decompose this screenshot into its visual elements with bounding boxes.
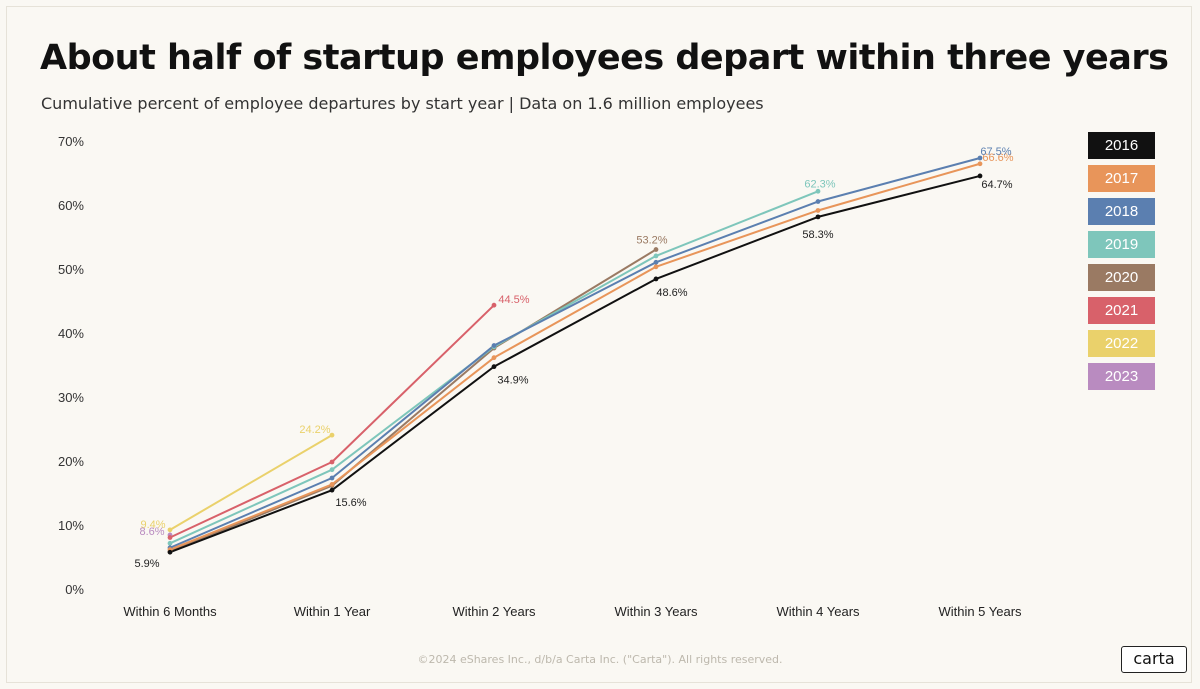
data-label-2017: 66.6% (982, 152, 1013, 164)
chart-frame (6, 6, 1192, 683)
data-point-2019 (167, 540, 173, 546)
data-label-2016: 64.7% (981, 179, 1012, 191)
data-point-2022 (167, 527, 173, 533)
data-point-2017 (329, 482, 335, 487)
data-label-2023: 8.6% (139, 526, 164, 538)
y-tick-label: 50% (58, 262, 84, 277)
data-label-2016: 34.9% (497, 375, 528, 387)
data-label-2022: 24.2% (299, 424, 330, 436)
y-tick-label: 10% (58, 518, 84, 533)
data-point-2018 (329, 475, 335, 481)
x-tick-label: Within 3 Years (614, 604, 698, 619)
x-tick-label: Within 1 Year (294, 604, 371, 619)
data-point-2019 (653, 253, 659, 259)
chart-legend: 2016 2017 2018 2019 2020 2021 2022 2023 (1088, 132, 1155, 396)
y-axis: 0% 10% 20% 30% 40% 50% 60% 70% (58, 134, 84, 597)
data-point-2016 (653, 276, 659, 282)
series-lines (169, 157, 981, 554)
series-line-2020 (169, 248, 657, 553)
data-point-2022 (329, 432, 335, 438)
data-point-2021 (167, 535, 173, 540)
x-tick-label: Within 2 Years (452, 604, 536, 619)
data-point-2019 (815, 188, 821, 194)
x-tick-label: Within 6 Months (123, 604, 217, 619)
data-label-2018: 67.5% (980, 146, 1011, 158)
x-axis: Within 6 Months Within 1 Year Within 2 Yea… (123, 604, 1022, 619)
data-label-2019: 62.3% (804, 178, 835, 190)
y-tick-label: 20% (58, 454, 84, 469)
y-tick-label: 30% (58, 390, 84, 405)
legend-item-2016: 2016 (1088, 132, 1155, 159)
legend-item-2018: 2018 (1088, 198, 1155, 225)
chart-title: About half of startup employees depart w… (40, 38, 1169, 78)
series-line-2022 (169, 434, 333, 531)
series-line-2018 (169, 157, 981, 549)
data-point-2016 (977, 173, 983, 179)
legend-item-2020: 2020 (1088, 264, 1155, 291)
chart-subtitle: Cumulative percent of employee departure… (41, 94, 764, 113)
data-point-2021 (491, 302, 497, 308)
data-label-2020: 53.2% (636, 235, 667, 247)
data-point-2017 (815, 208, 821, 213)
series-points (167, 155, 983, 555)
legend-item-2021: 2021 (1088, 297, 1155, 324)
data-point-2020 (653, 247, 659, 252)
y-tick-label: 60% (58, 198, 84, 213)
data-point-2018 (653, 259, 659, 265)
data-point-2017 (653, 264, 659, 270)
data-point-2016 (167, 549, 173, 555)
data-label-2022: 9.4% (140, 519, 165, 531)
x-tick-label: Within 4 Years (776, 604, 860, 619)
y-tick-label: 70% (58, 134, 84, 149)
legend-item-2023: 2023 (1088, 363, 1155, 390)
series-line-2021 (169, 304, 495, 539)
data-label-2016: 5.9% (134, 558, 159, 570)
data-label-2016: 48.6% (656, 287, 687, 299)
data-point-2017 (491, 355, 497, 361)
data-point-2016 (491, 364, 497, 370)
legend-item-2017: 2017 (1088, 165, 1155, 192)
data-labels: 5.9% 15.6% 34.9% 48.6% 58.3% 64.7% 66.6%67.5% 6… (134, 146, 1013, 570)
carta-logo: carta (1121, 646, 1187, 673)
y-tick-label: 0% (65, 582, 84, 597)
data-label-2016: 58.3% (802, 229, 833, 241)
data-label-2016: 15.6% (335, 497, 366, 509)
data-point-2018 (815, 199, 821, 204)
series-line-2016 (169, 174, 981, 554)
data-point-2018 (977, 155, 983, 161)
x-tick-label: Within 5 Years (938, 604, 1022, 619)
y-tick-label: 40% (58, 326, 84, 341)
legend-item-2019: 2019 (1088, 231, 1155, 258)
data-point-2017 (977, 161, 983, 167)
data-point-2016 (815, 214, 821, 220)
data-point-2019 (329, 467, 335, 473)
copyright-footer: ©2024 eShares Inc., d/b/a Carta Inc. ("C… (417, 653, 783, 666)
data-label-2021: 44.5% (498, 294, 529, 306)
legend-item-2022: 2022 (1088, 330, 1155, 357)
data-point-2016 (329, 487, 335, 493)
series-line-2017 (169, 162, 981, 551)
data-point-2021 (329, 459, 335, 465)
data-point-2018 (491, 343, 497, 348)
